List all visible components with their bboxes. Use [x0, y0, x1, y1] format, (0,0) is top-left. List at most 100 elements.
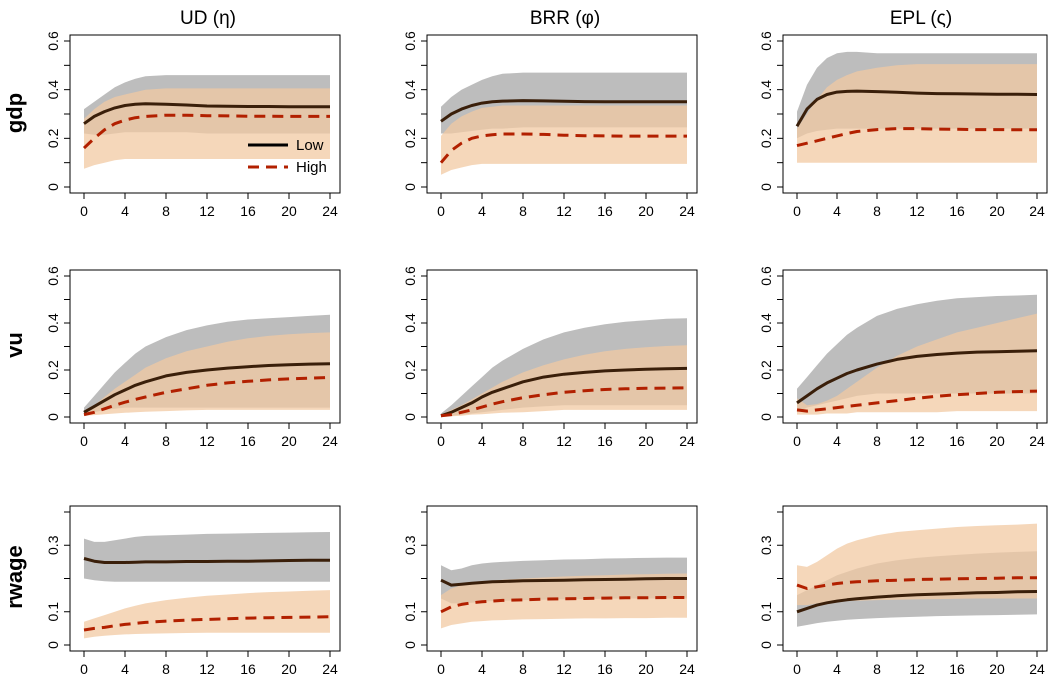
x-tick-label: 12 — [909, 661, 925, 677]
high-confidence-band — [797, 523, 1037, 606]
x-tick-label: 24 — [322, 203, 338, 219]
y-tick-label: 0.3 — [45, 535, 61, 555]
y-tick-label: 0.2 — [45, 360, 61, 380]
y-tick-label: 0 — [45, 413, 61, 421]
high-series-line — [83, 376, 331, 417]
y-tick-label: 0 — [45, 641, 61, 649]
y-tick-label: 0.4 — [45, 313, 61, 333]
high-confidence-band — [797, 313, 1037, 415]
high-confidence-band — [441, 573, 687, 629]
x-tick-label: 20 — [281, 433, 297, 449]
y-tick-label: 0.6 — [402, 31, 418, 51]
x-tick-label: 8 — [162, 433, 170, 449]
high-series-line — [440, 596, 687, 614]
x-tick-label: 24 — [679, 433, 695, 449]
x-tick-label: 16 — [949, 661, 965, 677]
x-tick-label: 0 — [793, 433, 801, 449]
low-series-line — [83, 102, 330, 125]
y-tick-label: 0.2 — [758, 128, 774, 148]
x-tick-label: 12 — [909, 433, 925, 449]
x-tick-label: 0 — [437, 203, 445, 219]
high-confidence-band — [441, 345, 687, 417]
x-tick-label: 4 — [121, 661, 129, 677]
low-series-line — [440, 366, 688, 418]
column-title: EPL (ς) — [890, 8, 952, 29]
y-tick-label: 0 — [45, 183, 61, 191]
y-tick-label: 0.2 — [758, 360, 774, 380]
x-tick-label: 16 — [949, 203, 965, 219]
low-confidence-band — [84, 532, 330, 582]
x-tick-label: 12 — [199, 433, 215, 449]
y-tick-label: 0.2 — [402, 128, 418, 148]
y-tick-label: 0 — [758, 641, 774, 649]
high-series-line — [439, 132, 687, 164]
x-tick-label: 12 — [556, 433, 572, 449]
x-tick-label: 24 — [322, 433, 338, 449]
x-tick-label: 24 — [1029, 203, 1045, 219]
low-series-line — [795, 89, 1038, 127]
x-tick-label: 20 — [989, 203, 1005, 219]
y-tick-label: 0 — [402, 183, 418, 191]
y-tick-label: 0.4 — [758, 80, 774, 100]
x-tick-label: 4 — [833, 203, 841, 219]
row-label: rwage — [2, 545, 27, 609]
y-tick-label: 0.4 — [45, 80, 61, 100]
x-tick-label: 20 — [281, 203, 297, 219]
x-tick-label: 16 — [597, 433, 613, 449]
x-tick-label: 8 — [873, 203, 881, 219]
y-tick-label: 0.6 — [45, 266, 61, 286]
x-tick-label: 0 — [80, 203, 88, 219]
high-series-line — [796, 127, 1037, 148]
x-tick-label: 20 — [638, 203, 654, 219]
x-tick-label: 20 — [989, 661, 1005, 677]
y-tick-label: 0.1 — [45, 602, 61, 622]
x-tick-label: 8 — [873, 433, 881, 449]
high-series-line — [83, 615, 331, 632]
high-confidence-band — [797, 64, 1037, 163]
y-tick-label: 0.6 — [45, 31, 61, 51]
x-tick-label: 12 — [556, 203, 572, 219]
x-tick-label: 16 — [240, 661, 256, 677]
x-tick-label: 0 — [80, 433, 88, 449]
y-tick-label: 0.2 — [402, 360, 418, 380]
y-tick-label: 0 — [758, 413, 774, 421]
x-tick-label: 4 — [478, 433, 486, 449]
x-tick-label: 0 — [437, 661, 445, 677]
column-title: UD (η) — [180, 8, 236, 29]
x-tick-label: 20 — [989, 433, 1005, 449]
x-tick-label: 16 — [949, 433, 965, 449]
x-tick-label: 4 — [478, 203, 486, 219]
x-tick-label: 20 — [638, 433, 654, 449]
high-series-line — [796, 389, 1038, 413]
y-tick-label: 0.6 — [758, 31, 774, 51]
x-tick-label: 8 — [162, 661, 170, 677]
x-tick-label: 4 — [121, 203, 129, 219]
y-tick-label: 0.2 — [45, 128, 61, 148]
column-title: BRR (φ) — [530, 8, 600, 29]
x-tick-label: 0 — [793, 661, 801, 677]
x-tick-label: 24 — [1029, 661, 1045, 677]
x-tick-label: 12 — [556, 661, 572, 677]
low-series-line — [83, 557, 330, 564]
legend-low-label: Low — [296, 137, 324, 154]
y-tick-label: 0.3 — [758, 535, 774, 555]
x-tick-label: 16 — [240, 433, 256, 449]
high-series-line — [440, 386, 688, 418]
y-tick-label: 0 — [402, 641, 418, 649]
x-tick-label: 4 — [833, 433, 841, 449]
y-tick-label: 0 — [402, 413, 418, 421]
x-tick-label: 24 — [679, 661, 695, 677]
high-confidence-band — [84, 88, 330, 169]
x-tick-label: 0 — [80, 661, 88, 677]
x-tick-label: 4 — [833, 661, 841, 677]
low-series-line — [440, 577, 687, 587]
x-tick-label: 20 — [638, 661, 654, 677]
low-series-line — [440, 99, 687, 123]
x-tick-label: 16 — [597, 661, 613, 677]
x-tick-label: 8 — [162, 203, 170, 219]
y-tick-label: 0.1 — [402, 602, 418, 622]
x-tick-label: 8 — [519, 661, 527, 677]
y-tick-label: 0.4 — [758, 313, 774, 333]
row-label: gdp — [2, 93, 27, 133]
